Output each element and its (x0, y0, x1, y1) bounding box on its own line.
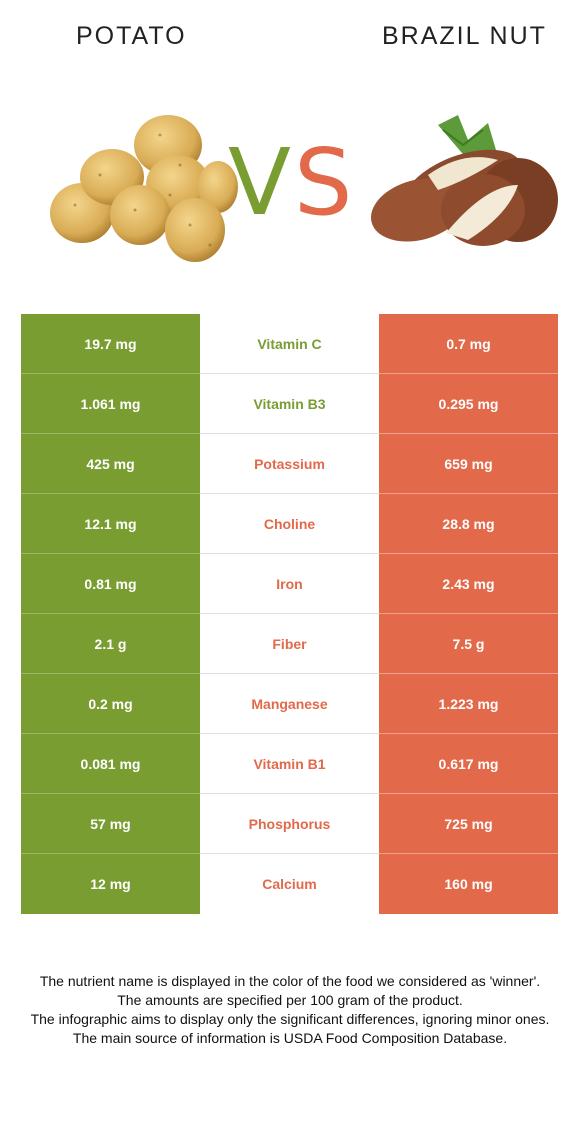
left-value: 57 mg (21, 794, 200, 854)
nutrient-name: Potassium (200, 434, 379, 494)
left-value: 425 mg (21, 434, 200, 494)
brazil-nut-image (368, 115, 563, 255)
left-value: 2.1 g (21, 614, 200, 674)
right-value: 7.5 g (379, 614, 558, 674)
nutrient-name: Vitamin B1 (200, 734, 379, 794)
nutrient-name: Vitamin B3 (200, 374, 379, 434)
right-value: 160 mg (379, 854, 558, 914)
right-value: 2.43 mg (379, 554, 558, 614)
right-value: 1.223 mg (379, 674, 558, 734)
nutrient-name: Vitamin C (200, 314, 379, 374)
right-value: 725 mg (379, 794, 558, 854)
nutrient-name: Choline (200, 494, 379, 554)
left-value: 12 mg (21, 854, 200, 914)
nutrient-name: Calcium (200, 854, 379, 914)
comparison-table: 19.7 mg Vitamin C 0.7 mg 1.061 mg Vitamin B3… (21, 314, 558, 914)
table-row: 1.061 mg Vitamin B3 0.295 mg (21, 374, 558, 434)
left-value: 12.1 mg (21, 494, 200, 554)
nutrient-name: Iron (200, 554, 379, 614)
table-row: 425 mg Potassium 659 mg (21, 434, 558, 494)
footnote-line: The main source of information is USDA F… (72, 1030, 508, 1046)
footnote-line: The infographic aims to display only the… (30, 1011, 550, 1027)
vs-s: S (294, 129, 353, 236)
table-row: 2.1 g Fiber 7.5 g (21, 614, 558, 674)
left-value: 19.7 mg (21, 314, 200, 374)
left-value: 0.2 mg (21, 674, 200, 734)
left-value: 1.061 mg (21, 374, 200, 434)
table-row: 0.081 mg Vitamin B1 0.617 mg (21, 734, 558, 794)
right-value: 0.7 mg (379, 314, 558, 374)
table-row: 0.81 mg Iron 2.43 mg (21, 554, 558, 614)
right-value: 0.295 mg (379, 374, 558, 434)
footnote-line: The amounts are specified per 100 gram o… (117, 992, 463, 1008)
vs-label: V S (224, 133, 354, 233)
table-row: 0.2 mg Manganese 1.223 mg (21, 674, 558, 734)
right-value: 0.617 mg (379, 734, 558, 794)
footnote-line: The nutrient name is displayed in the co… (39, 973, 541, 989)
left-food-title: POTATO (76, 22, 187, 50)
right-food-title: BRAZIL NUT (382, 22, 547, 50)
table-row: 12.1 mg Choline 28.8 mg (21, 494, 558, 554)
right-value: 659 mg (379, 434, 558, 494)
footnote: The nutrient name is displayed in the co… (18, 972, 562, 1048)
potato-image (40, 105, 240, 275)
nutrient-name: Fiber (200, 614, 379, 674)
nutrient-name: Phosphorus (200, 794, 379, 854)
left-value: 0.081 mg (21, 734, 200, 794)
nutrient-name: Manganese (200, 674, 379, 734)
table-row: 19.7 mg Vitamin C 0.7 mg (21, 314, 558, 374)
table-row: 12 mg Calcium 160 mg (21, 854, 558, 914)
table-row: 57 mg Phosphorus 725 mg (21, 794, 558, 854)
right-value: 28.8 mg (379, 494, 558, 554)
vs-v: V (228, 129, 291, 236)
left-value: 0.81 mg (21, 554, 200, 614)
